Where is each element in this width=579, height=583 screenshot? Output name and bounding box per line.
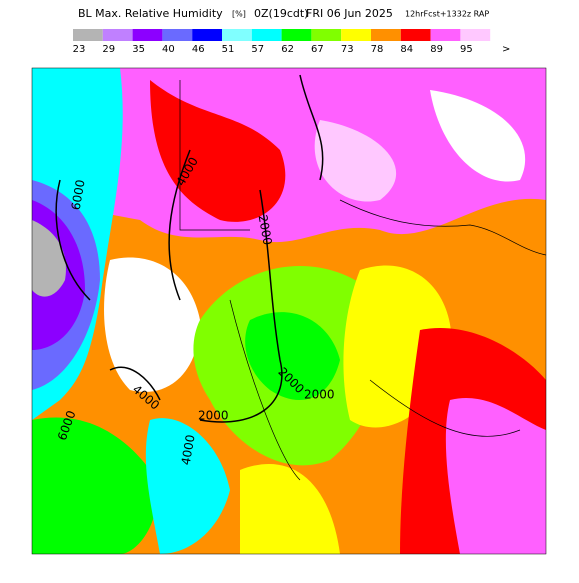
legend-swatch xyxy=(251,29,282,41)
legend-swatch xyxy=(430,29,461,41)
legend-swatch xyxy=(311,29,342,41)
legend-swatch xyxy=(192,29,222,41)
contour-label: 2000 xyxy=(198,409,229,423)
legend: 23 29 35 40 46 51 57 62 67 73 78 84 89 95 > xyxy=(73,29,510,55)
legend-label: 84 xyxy=(400,44,413,55)
legend-label: 29 xyxy=(102,44,115,55)
legend-swatch xyxy=(400,29,431,41)
legend-swatch xyxy=(162,29,193,41)
legend-overflow: > xyxy=(502,44,510,55)
legend-swatch xyxy=(102,29,133,41)
legend-swatch xyxy=(281,29,312,41)
legend-label: 46 xyxy=(192,44,205,55)
legend-swatch xyxy=(341,29,371,41)
legend-label: 40 xyxy=(162,44,175,55)
title: BL Max. Relative Humidity xyxy=(78,7,223,20)
legend-swatch xyxy=(73,29,103,41)
run-info: 12hrFcst+1332z RAP xyxy=(405,10,489,19)
valid-time: 0Z(19cdt) xyxy=(254,7,308,20)
units: [%] xyxy=(232,10,246,19)
legend-swatch xyxy=(132,29,163,41)
contour-label: 6000 xyxy=(69,179,88,212)
legend-label: 67 xyxy=(311,44,324,55)
date: FRI 06 Jun 2025 xyxy=(306,7,393,20)
contour-label: 2000 xyxy=(256,214,275,247)
legend-label: 73 xyxy=(341,44,354,55)
legend-label: 89 xyxy=(430,44,443,55)
contour-label: 2000 xyxy=(304,388,335,402)
legend-label: 23 xyxy=(73,44,86,55)
map: 4000 6000 2000 2000 2000 4000 2000 6000 … xyxy=(31,67,547,555)
legend-label: 62 xyxy=(281,44,294,55)
legend-label: 57 xyxy=(251,44,264,55)
legend-swatch xyxy=(371,29,401,41)
legend-swatch xyxy=(222,29,252,41)
legend-label: 95 xyxy=(460,44,473,55)
legend-label: 78 xyxy=(371,44,384,55)
legend-swatch xyxy=(460,29,491,41)
legend-label: 51 xyxy=(222,44,235,55)
contour-label: 4000 xyxy=(179,434,198,467)
legend-label: 35 xyxy=(132,44,145,55)
